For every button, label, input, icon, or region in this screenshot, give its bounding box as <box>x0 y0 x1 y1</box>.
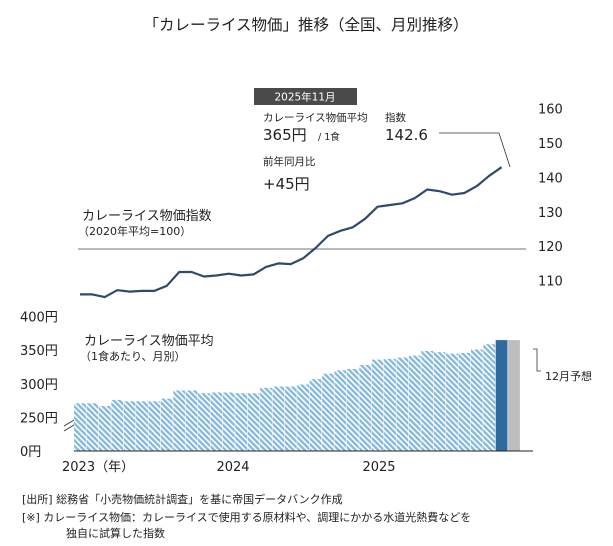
price-bar-2023-07 <box>148 401 161 451</box>
price-bar-2024-06 <box>284 386 297 451</box>
forecast-bar <box>508 340 520 451</box>
callout-badge: 2025年11月 <box>274 91 335 104</box>
price-bar-2024-11 <box>346 369 359 451</box>
x-label-2025: 2025 <box>362 460 395 475</box>
price-y-tick-250: 250円 <box>20 411 58 426</box>
price-bar-2025-08 <box>458 352 471 451</box>
index-y-tick-160: 160 <box>538 103 563 118</box>
price-bar-2025-03 <box>396 357 409 451</box>
price-bar-2023-12 <box>210 392 223 451</box>
price-y-tick-400: 400円 <box>20 311 58 326</box>
price-bar-2023-03 <box>98 406 111 451</box>
price-bar-2025-01 <box>371 359 384 451</box>
price-bar-2025-02 <box>384 358 396 451</box>
callout-avg-unit: / 1食 <box>318 131 340 143</box>
price-bar-2025-09 <box>470 349 483 451</box>
price-bar-2024-09 <box>322 373 334 451</box>
index-points <box>79 167 502 298</box>
price-y-ticks: 0円 250円 300円 350円 400円 <box>20 311 58 460</box>
price-bar-2024-07 <box>297 384 310 451</box>
x-label-2024: 2024 <box>216 460 249 475</box>
chart-title: 「カレーライス物価」推移（全国、月別推移） <box>143 16 468 34</box>
price-bar-2023-08 <box>160 398 173 451</box>
price-bars <box>74 340 520 451</box>
price-bar-2023-04 <box>111 399 124 451</box>
price-bar-2023-10 <box>185 390 198 451</box>
index-y-ticks: 110 120 130 140 150 160 <box>538 103 563 290</box>
price-bar-2024-01 <box>222 392 235 451</box>
forecast-bracket <box>533 348 541 372</box>
index-y-tick-120: 120 <box>538 240 563 255</box>
price-bar-2025-06 <box>433 352 446 451</box>
callout-index-value: 142.6 <box>385 126 428 144</box>
remark-note-1: [※] カレーライス物価：カレーライスで使用する原材料や、調理にかかる水道光熱費… <box>22 511 472 524</box>
index-y-tick-150: 150 <box>538 137 563 152</box>
price-bar-2023-09 <box>173 390 186 451</box>
price-bar-2024-05 <box>272 386 285 451</box>
price-y-tick-300: 300円 <box>20 378 58 393</box>
remark-note-2: 独自に試算した指数 <box>66 527 165 540</box>
price-bar-2025-04 <box>408 355 421 451</box>
x-axis: 2023（年） 2024 2025 <box>62 460 396 475</box>
price-bar-2024-10 <box>334 370 347 451</box>
callout-avg-label: カレーライス物価平均 <box>263 111 368 124</box>
price-bar-2024-08 <box>309 379 322 451</box>
forecast-label: 12月予想 <box>545 369 592 383</box>
latest-callout: 2025年11月 カレーライス物価平均 365円 / 1食 指数 142.6 前… <box>254 88 511 193</box>
index-y-tick-130: 130 <box>538 206 563 221</box>
callout-badge-bg <box>254 88 357 105</box>
source-note: [出所] 総務省「小売物価統計調査」を基に帝国データバンク作成 <box>22 493 343 506</box>
index-panel-title: カレーライス物価指数 <box>82 209 212 224</box>
price-bar-2023-01 <box>74 403 86 451</box>
price-bar-2023-05 <box>123 401 136 451</box>
axis-break-mark <box>63 419 75 432</box>
price-bar-2023-11 <box>198 393 210 451</box>
price-bar-2024-04 <box>260 387 272 451</box>
callout-yoy-label: 前年同月比 <box>263 155 316 168</box>
index-panel-subtitle: （2020年平均=100） <box>78 224 191 238</box>
price-panel-title: カレーライス物価平均 <box>84 334 214 349</box>
index-y-tick-110: 110 <box>538 275 563 290</box>
index-y-tick-140: 140 <box>538 171 563 186</box>
price-bar-2025-05 <box>421 350 434 451</box>
price-bar-2024-12 <box>359 365 372 451</box>
x-label-2023: 2023（年） <box>62 460 134 475</box>
price-panel-subtitle: （1食あたり、月別） <box>80 349 186 363</box>
price-y-tick-0: 0円 <box>20 445 41 460</box>
price-bar-2025-07 <box>446 353 458 451</box>
price-bar-2024-03 <box>247 393 260 451</box>
price-bar-2024-02 <box>235 393 248 451</box>
callout-yoy-value: +45円 <box>263 175 310 193</box>
price-bar-2023-06 <box>136 401 148 451</box>
callout-leader-line <box>439 132 511 168</box>
price-bar-2025-10 <box>483 344 496 451</box>
price-bar-2025-11 <box>495 340 508 451</box>
price-panel: 0円 250円 300円 350円 400円 12月予想 カレーライス物価平均 （1食あ… <box>20 311 592 460</box>
callout-avg-value: 365円 <box>263 126 307 144</box>
callout-index-label: 指数 <box>385 111 406 124</box>
index-panel: 110 120 130 140 150 160 カレーライス物価指数 （2020年平均=1… <box>78 103 563 299</box>
price-y-tick-350: 350円 <box>20 344 58 359</box>
price-bar-2023-02 <box>86 403 99 451</box>
